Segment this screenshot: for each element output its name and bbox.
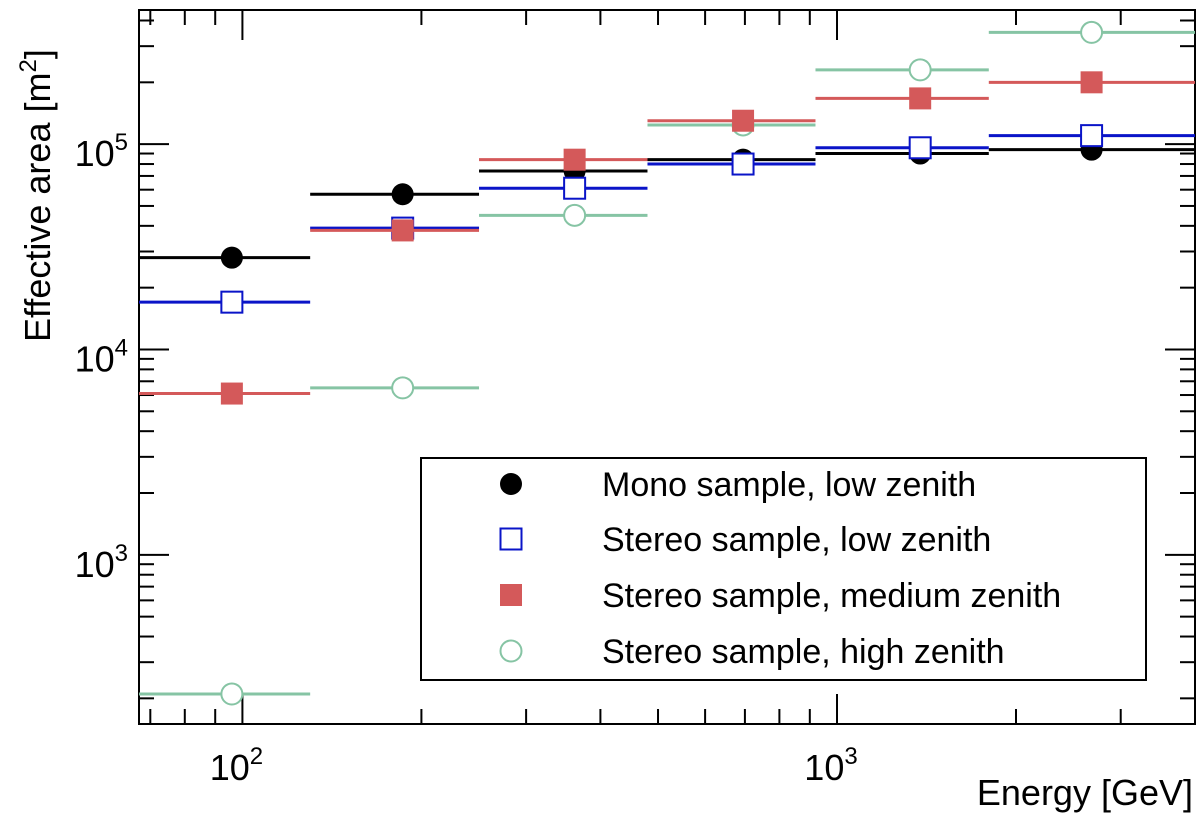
data-point: [220, 682, 244, 706]
y-tick-label-base: 10: [75, 338, 115, 379]
data-point: [220, 382, 243, 405]
legend-marker: [500, 473, 522, 495]
legend-entry: Mono sample, low zenith: [500, 466, 976, 504]
y-axis-title-sup: 2: [15, 59, 42, 72]
legend-marker: [499, 527, 523, 551]
y-tick-label: 103: [75, 540, 128, 585]
y-tick-label-exp: 3: [115, 540, 128, 567]
x-tick-label-base: 10: [210, 747, 250, 788]
y-axis-title-text: Effective area [m: [17, 73, 58, 342]
legend-label: Stereo sample, high zenith: [602, 633, 1005, 671]
x-tick-labels: 102 103: [210, 743, 858, 788]
legend-label: Stereo sample, medium zenith: [602, 577, 1061, 615]
legend-entry: Stereo sample, medium zenith: [500, 577, 1061, 615]
data-point: [1080, 124, 1104, 148]
legend-entries: Mono sample, low zenith Stereo sample, lo…: [499, 466, 1061, 671]
legend-box: [420, 457, 1147, 681]
data-point: [732, 109, 755, 132]
data-point: [563, 176, 587, 200]
data-series: [139, 20, 1195, 706]
data-point: [220, 290, 244, 314]
legend-label: Mono sample, low zenith: [602, 466, 976, 504]
y-axis-title: Effective area [m2]: [15, 49, 58, 342]
y-tick-label-base: 10: [75, 133, 115, 174]
series-0: [139, 138, 1195, 269]
y-tick-label: 104: [75, 334, 128, 379]
y-tick-label-base: 10: [75, 544, 115, 585]
y-axis-title-close: ]: [17, 49, 58, 59]
data-point: [220, 246, 243, 269]
x-tick-label: 103: [804, 743, 857, 788]
legend-marker: [500, 584, 522, 606]
x-tick-label-exp: 3: [844, 743, 857, 770]
x-tick-label: 102: [210, 743, 263, 788]
data-point: [391, 376, 415, 400]
y-tick-label-exp: 5: [115, 129, 128, 156]
x-tick-label-exp: 2: [250, 743, 263, 770]
x-axis-title: Energy [GeV]: [977, 772, 1193, 813]
y-tick-label-exp: 4: [115, 334, 128, 361]
data-point: [1080, 71, 1103, 94]
data-point: [908, 58, 932, 82]
legend: Mono sample, low zenith Stereo sample, lo…: [420, 457, 1147, 681]
data-point: [563, 203, 587, 227]
data-point: [909, 87, 932, 110]
data-point: [563, 148, 586, 171]
series-1: [139, 124, 1195, 314]
data-point: [391, 219, 414, 242]
data-point: [1080, 20, 1104, 44]
data-point: [908, 136, 932, 160]
y-tick-label: 105: [75, 129, 128, 174]
legend-entry: Stereo sample, high zenith: [499, 633, 1005, 671]
legend-marker: [499, 639, 523, 663]
data-point: [391, 183, 414, 206]
x-tick-label-base: 10: [804, 747, 844, 788]
plot-frame: [138, 9, 1196, 725]
legend-label: Stereo sample, low zenith: [602, 521, 991, 559]
series-2: [139, 71, 1195, 405]
data-point: [731, 152, 755, 176]
legend-entry: Stereo sample, low zenith: [499, 521, 991, 559]
